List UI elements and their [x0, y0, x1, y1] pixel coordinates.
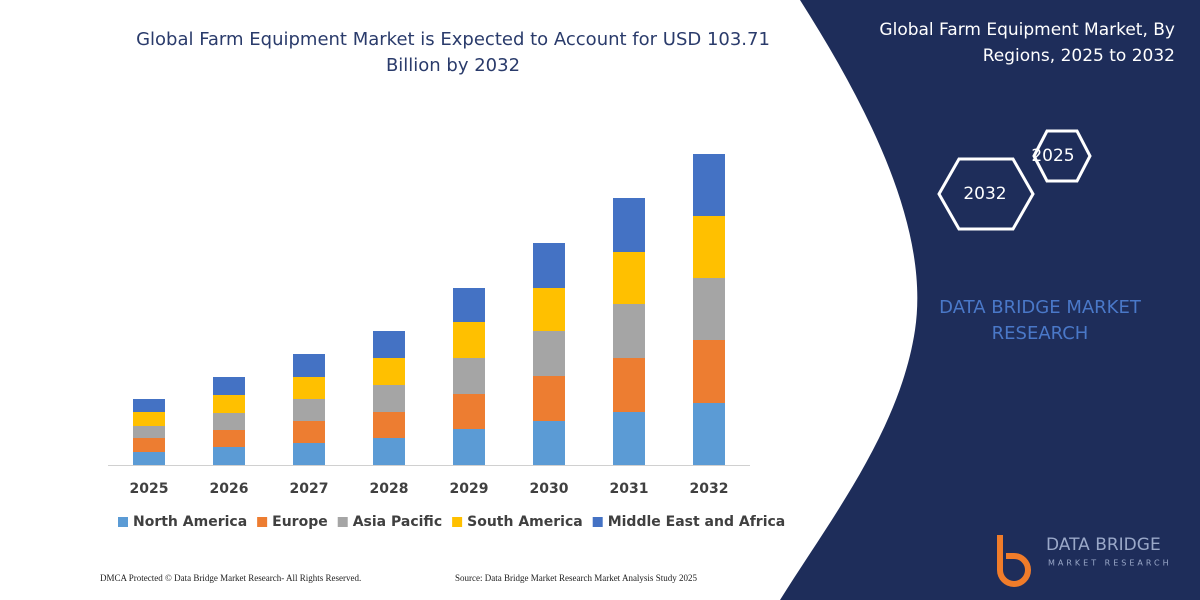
bar-segment [293, 399, 325, 421]
side-panel [780, 0, 1200, 600]
bar-segment [453, 322, 485, 358]
legend-label: Asia Pacific [353, 514, 442, 530]
hexagon-label: 2032 [963, 184, 1006, 204]
x-tick-label: 2028 [370, 481, 409, 497]
bar-segment [613, 252, 645, 304]
bar-segment [213, 447, 245, 465]
bar-segment [453, 394, 485, 429]
bar-segment [373, 412, 405, 438]
bar-segment [373, 438, 405, 465]
legend-swatch [118, 517, 128, 527]
bar-segment [613, 198, 645, 252]
bar-segment [613, 358, 645, 412]
bar-segment [533, 421, 565, 465]
hexagon [937, 157, 1035, 231]
logo-subtext: MARKET RESEARCH [1048, 559, 1172, 568]
bar-segment [693, 216, 725, 278]
legend-swatch [452, 517, 463, 527]
x-tick-label: 2027 [290, 481, 329, 497]
bar-segment [613, 412, 645, 465]
hexagon-label: 2025 [1031, 146, 1074, 166]
x-tick-label: 2032 [690, 481, 729, 497]
bar-segment [133, 426, 165, 438]
bar-segment [693, 340, 725, 403]
footer-right: Source: Data Bridge Market Research Mark… [455, 573, 697, 583]
legend-swatch [257, 517, 268, 527]
bar-segment [613, 304, 645, 358]
x-tick-label: 2030 [530, 481, 569, 497]
bar-segment [133, 438, 165, 452]
legend-swatch [592, 517, 603, 527]
hexagon [1032, 129, 1092, 183]
bar-segment [533, 243, 565, 288]
bar-segment [133, 452, 165, 465]
bar-segment [293, 377, 325, 399]
bar-segment [533, 331, 565, 376]
bar-segment [293, 443, 325, 465]
x-tick-label: 2029 [450, 481, 489, 497]
bar-segment [693, 278, 725, 340]
x-tick-label: 2025 [130, 481, 169, 497]
legend-label: North America [133, 514, 247, 530]
legend-swatch [337, 517, 348, 527]
bar-segment [133, 399, 165, 412]
bar-segment [213, 395, 245, 413]
bar-segment [533, 288, 565, 331]
legend-label: South America [467, 514, 583, 530]
bar-segment [373, 385, 405, 412]
bar-segment [373, 358, 405, 385]
bar-segment [373, 331, 405, 358]
bar-segment [213, 430, 245, 447]
bar-segment [693, 403, 725, 465]
bar-segment [533, 376, 565, 421]
bar-segment [293, 421, 325, 443]
bar-segment [453, 288, 485, 322]
x-tick-label: 2026 [210, 481, 249, 497]
brand-text: DATA BRIDGE MARKET RESEARCH [939, 297, 1142, 344]
bar-segment [213, 413, 245, 430]
legend-label: Middle East and Africa [608, 514, 786, 530]
logo-text: DATA BRIDGE [1046, 535, 1161, 555]
bar-segment [453, 358, 485, 394]
bar-segment [453, 429, 485, 465]
chart-title: Global Farm Equipment Market is Expected… [136, 29, 770, 76]
bar-segment [693, 154, 725, 216]
bar-segment [213, 377, 245, 395]
x-tick-label: 2031 [610, 481, 649, 497]
bar-segment [293, 354, 325, 377]
legend-label: Europe [272, 514, 328, 530]
logo-icon [997, 535, 1031, 587]
panel-title: Global Farm Equipment Market, By Regions,… [879, 20, 1175, 66]
bar-segment [133, 412, 165, 426]
footer-left: DMCA Protected © Data Bridge Market Rese… [100, 573, 361, 583]
